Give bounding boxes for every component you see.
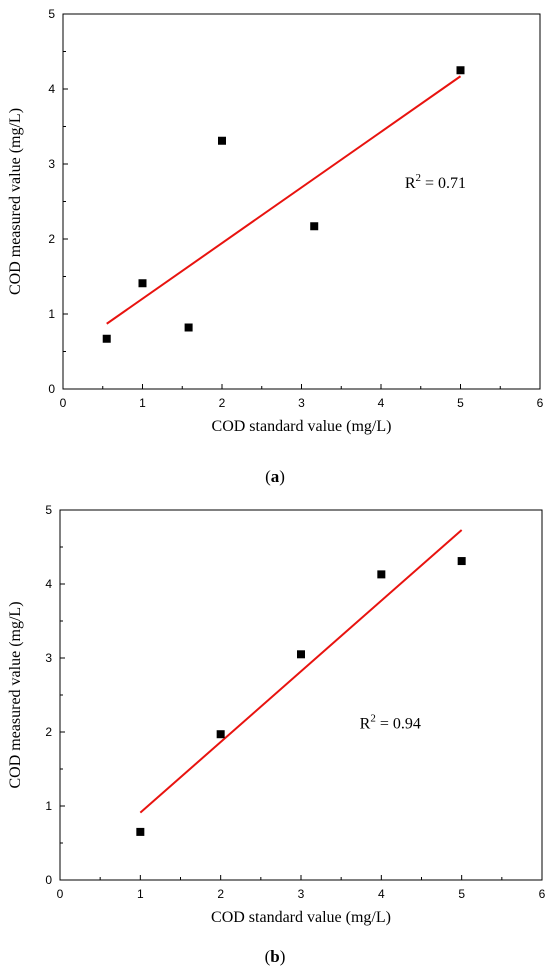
x-tick-label: 6 [539,887,546,901]
x-tick-label: 2 [219,396,226,410]
data-point [218,136,226,145]
chart-panel-a: 0 1 2 3 4 5 6 0 1 2 3 4 5 COD standard value (mg/L) CO… [7,7,544,486]
y-tick-label: 5 [48,7,55,21]
chart-a-svg: 0 1 2 3 4 5 6 0 1 2 3 4 5 COD standard value (mg/L) CO… [7,7,544,486]
r-squared-annotation: R2 = 0.71 [405,172,466,192]
y-tick-label: 2 [48,232,55,246]
y-tick-label: 4 [45,577,52,591]
y-tick-label: 4 [48,82,55,96]
r-squared-superscript: 2 [416,172,422,184]
y-tick-label: 2 [45,725,52,739]
chart-b-svg: 0 1 2 3 4 5 6 0 1 2 3 4 5 COD standard value (mg/L) CO… [7,503,546,966]
r-squared-value: = 0.94 [376,715,421,732]
data-point [216,730,225,739]
data-point [310,222,319,231]
x-tick-label: 0 [60,396,67,410]
r-squared-superscript: 2 [370,712,376,724]
x-tick-label: 1 [139,396,146,410]
x-axis-title: COD standard value (mg/L) [211,909,391,926]
y-tick-label: 3 [45,651,52,665]
data-point [184,323,193,332]
data-point [456,66,465,75]
x-tick-label: 6 [537,396,544,410]
caption-open-paren: ( [265,947,271,966]
caption-open-paren: ( [265,467,271,486]
r-squared-base: R [360,715,371,732]
caption-label: a [271,467,280,486]
panel-caption: (b) [265,947,286,966]
data-point [457,557,466,566]
caption-label: b [270,947,279,966]
x-tick-label: 4 [378,396,385,410]
x-tick-label: 3 [298,396,305,410]
x-tick-label: 5 [457,396,464,410]
y-tick-label: 0 [48,382,55,396]
y-tick-label: 1 [48,307,55,321]
data-point [138,279,147,288]
x-tick-label: 3 [298,887,305,901]
plot-frame [59,509,543,881]
y-tick-label: 1 [45,799,52,813]
y-axis-title: COD measured value (mg/L) [7,601,24,788]
x-tick-label: 5 [458,887,465,901]
y-axis-title: COD measured value (mg/L) [7,108,24,295]
data-point [102,334,111,343]
regression-line [139,529,463,814]
r-squared-value: = 0.71 [421,175,466,192]
y-tick-label: 5 [45,503,52,517]
x-tick-label: 4 [378,887,385,901]
x-tick-label: 2 [217,887,224,901]
data-point [377,570,386,579]
caption-close-paren: ) [280,947,286,966]
panel-caption: (a) [265,467,285,486]
plot-frame [62,13,541,390]
data-point [136,827,145,836]
x-axis-title: COD standard value (mg/L) [212,418,392,435]
data-point [297,650,305,659]
regression-line [106,75,462,325]
x-tick-label: 0 [57,887,64,901]
x-tick-label: 1 [137,887,144,901]
r-squared-base: R [405,175,416,192]
chart-panel-b: 0 1 2 3 4 5 6 0 1 2 3 4 5 COD standard value (mg/L) CO… [0,490,550,976]
caption-close-paren: ) [279,467,285,486]
y-tick-label: 0 [45,873,52,887]
r-squared-annotation: R2 = 0.94 [360,712,421,732]
y-tick-label: 3 [48,157,55,171]
